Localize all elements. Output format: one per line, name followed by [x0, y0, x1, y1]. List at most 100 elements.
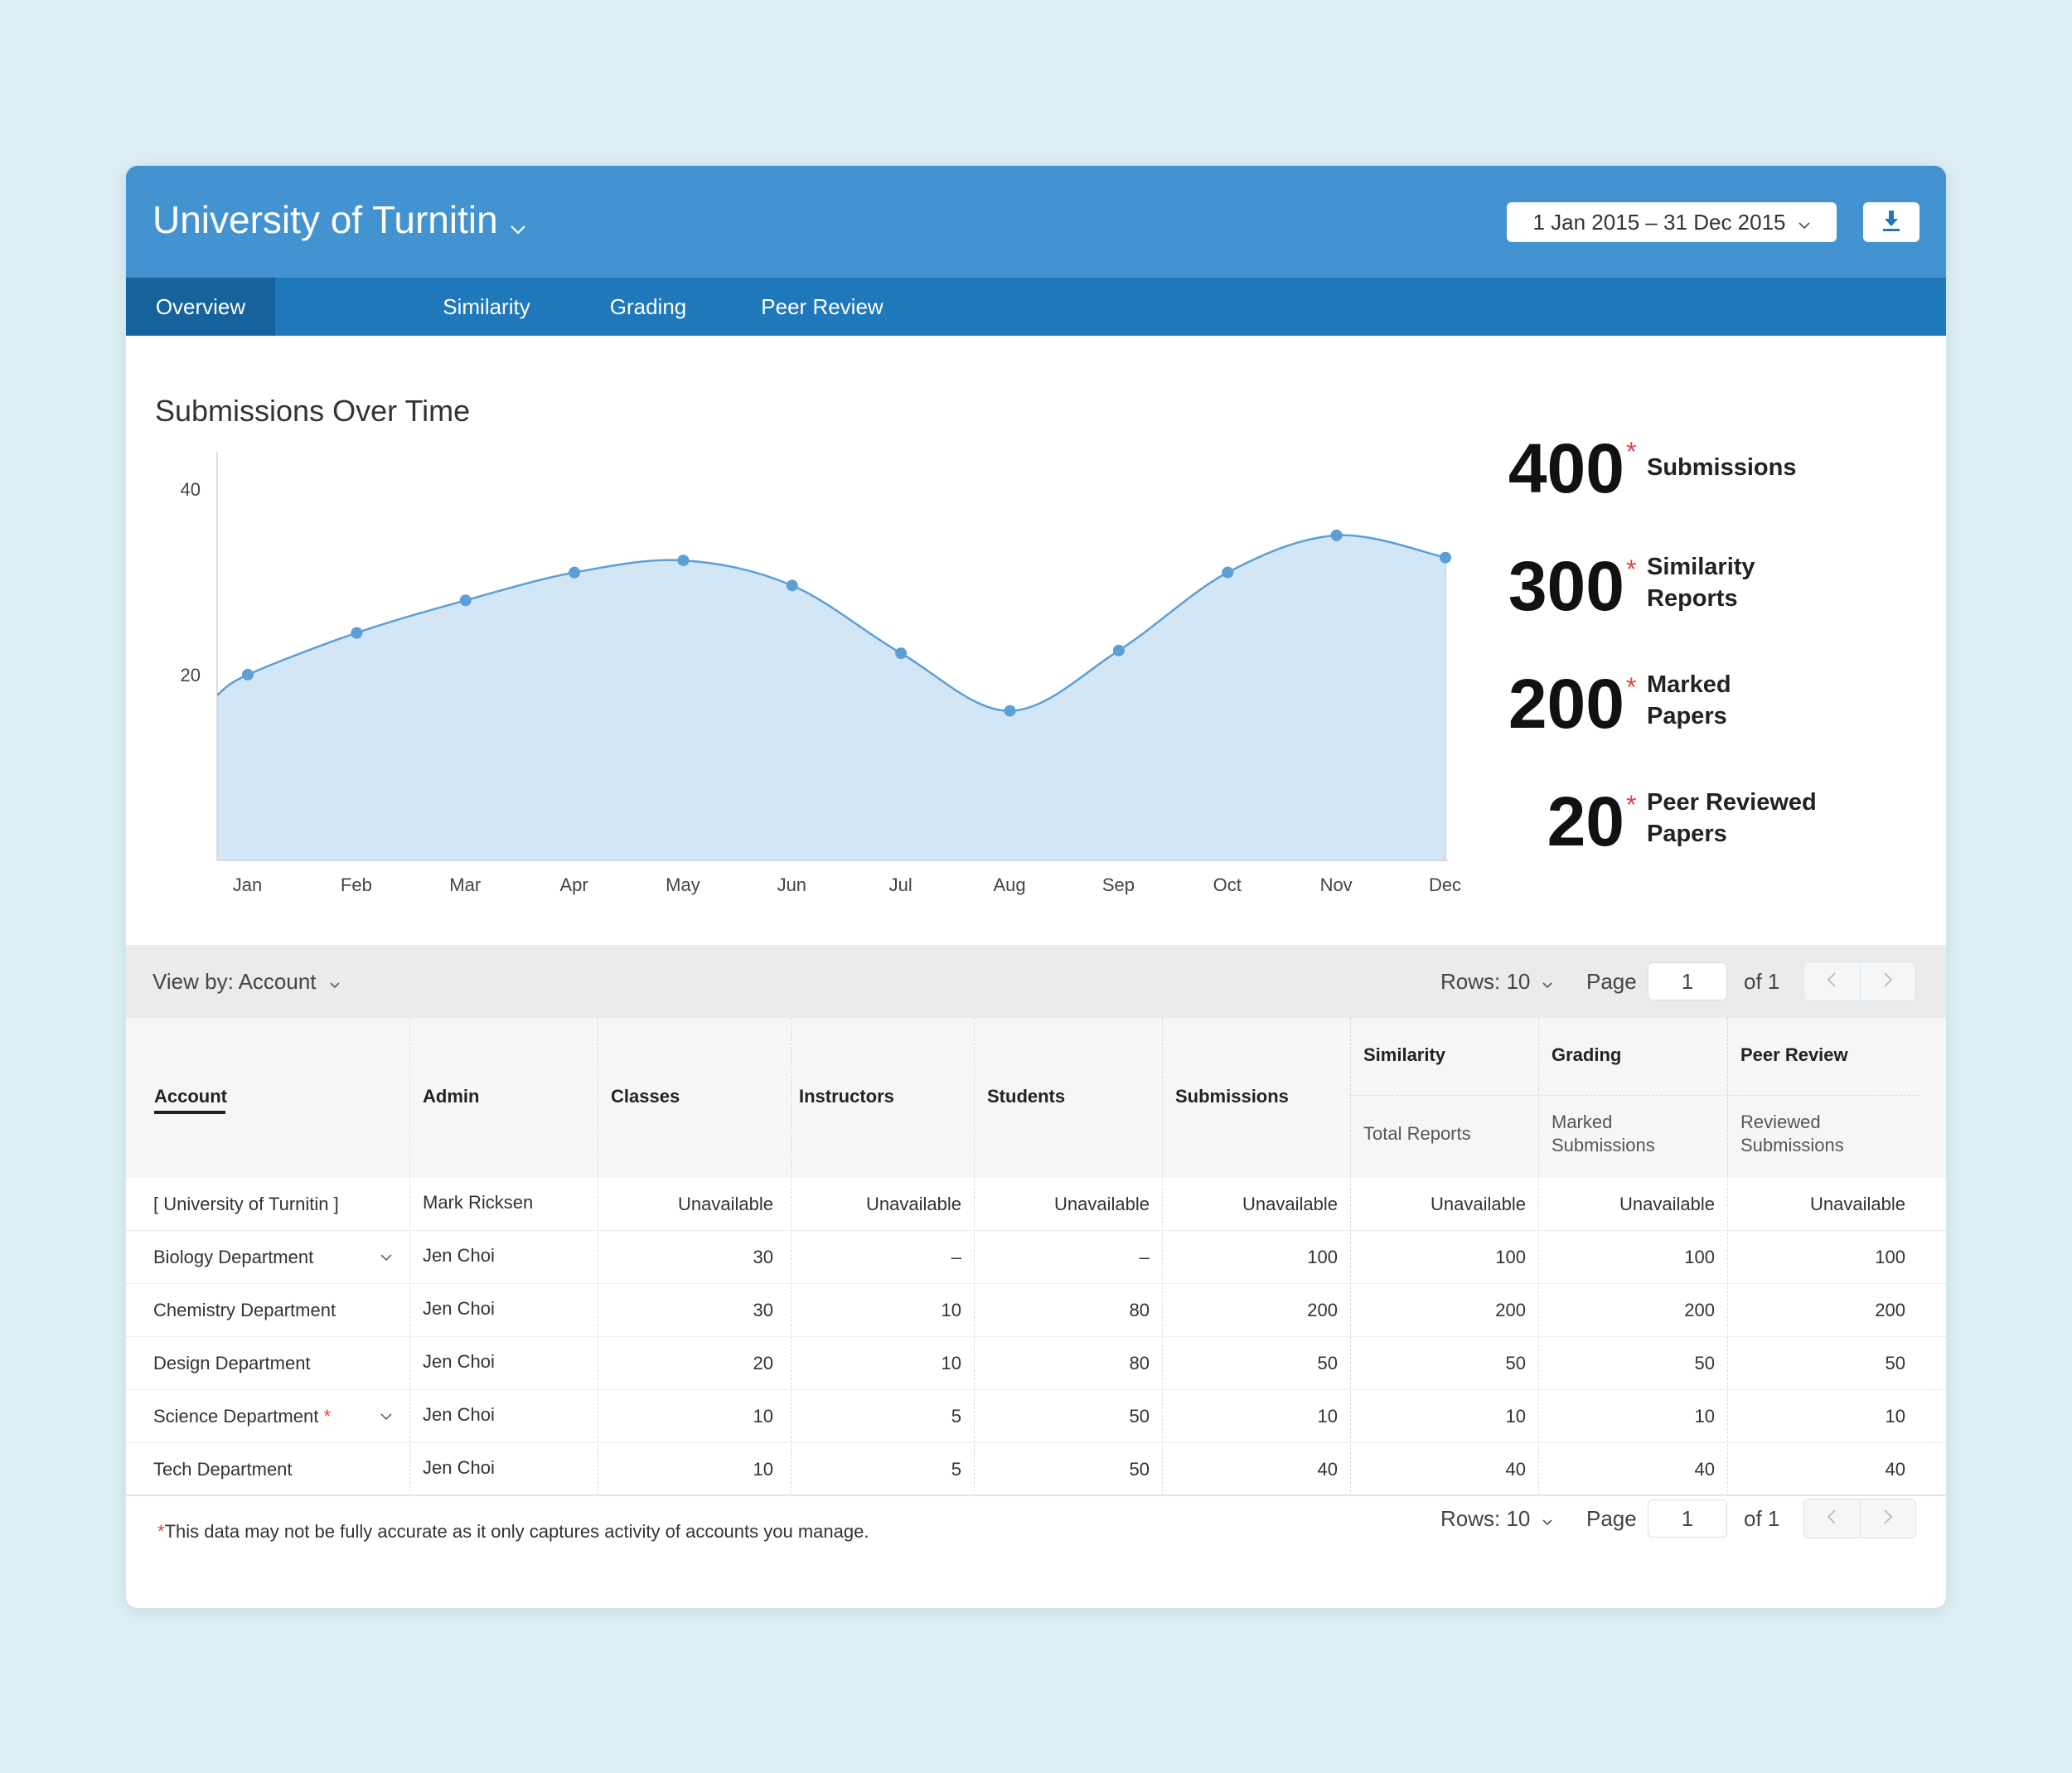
cell-admin: Jen Choi — [423, 1457, 495, 1478]
cell-similarity: Unavailable — [1431, 1194, 1526, 1214]
y-tick-label: 20 — [181, 665, 201, 685]
table-row[interactable]: Science Department * Jen Choi 10 5 50 10… — [126, 1390, 1946, 1443]
subheader-total-reports: Total Reports — [1363, 1123, 1471, 1144]
x-tick-label: Sep — [1102, 874, 1135, 895]
chart-point-nov — [1330, 529, 1343, 541]
chevron-left-icon — [1827, 1509, 1837, 1529]
table-row[interactable]: Design Department Jen Choi 20 10 80 50 5… — [126, 1337, 1946, 1390]
page-number-input-bottom[interactable] — [1648, 1499, 1727, 1538]
cell-instructors: 10 — [941, 1353, 961, 1373]
cell-admin: Jen Choi — [423, 1298, 495, 1319]
download-button[interactable] — [1863, 202, 1920, 242]
view-by-selector[interactable]: View by: Account — [152, 945, 341, 1018]
cell-similarity: 10 — [1505, 1406, 1526, 1427]
page-label: Page — [1586, 969, 1637, 994]
page-number-input[interactable] — [1648, 962, 1727, 1000]
chevron-right-icon — [1883, 1509, 1893, 1529]
rows-per-page-selector-bottom[interactable]: Rows: 10 — [1440, 1499, 1553, 1538]
cell-similarity: 40 — [1505, 1459, 1526, 1480]
x-tick-label: Apr — [559, 874, 588, 895]
table-row[interactable]: Tech Department Jen Choi 10 5 50 40 40 4… — [126, 1443, 1946, 1496]
next-page-button[interactable] — [1859, 1499, 1916, 1538]
cell-admin: Jen Choi — [423, 1245, 495, 1266]
stat-asterisk: * — [1626, 437, 1637, 467]
submissions-chart: Jan Feb Mar Apr May Jun Jul Aug Sep Oct Nov Dec 20 40 — [181, 452, 1461, 895]
account-name: Biology Department — [153, 1247, 314, 1267]
cell-instructors: 10 — [941, 1300, 961, 1320]
expand-row-chevron-icon[interactable] — [380, 1410, 393, 1425]
stat-asterisk: * — [1626, 790, 1637, 820]
prev-page-button[interactable] — [1804, 1499, 1860, 1538]
y-tick-label: 40 — [181, 479, 201, 500]
column-header-submissions: Submissions — [1175, 1086, 1289, 1107]
cell-peer-review: Unavailable — [1810, 1194, 1905, 1214]
rows-label: Rows: 10 — [1440, 1506, 1531, 1531]
column-divider — [974, 1018, 975, 1496]
chart-point-jan — [242, 668, 254, 681]
next-page-button[interactable] — [1859, 962, 1916, 1000]
stat-asterisk: * — [1626, 672, 1637, 702]
header-bar: University of Turnitin 1 Jan 2015 – 31 D… — [126, 166, 1946, 278]
tab-overview[interactable]: Overview — [126, 278, 275, 336]
account-name: Chemistry Department — [153, 1300, 336, 1320]
column-header-account[interactable]: Account — [154, 1086, 227, 1107]
cell-peer-review: 40 — [1885, 1459, 1905, 1480]
cell-submissions: Unavailable — [1242, 1194, 1338, 1214]
tab-similarity[interactable]: Similarity — [443, 294, 530, 319]
org-selector[interactable]: University of Turnitin — [152, 196, 526, 244]
cell-account: Science Department * — [153, 1390, 331, 1443]
table-row[interactable]: Chemistry Department Jen Choi 30 10 80 2… — [126, 1284, 1946, 1337]
dashboard-card: University of Turnitin 1 Jan 2015 – 31 D… — [126, 166, 1946, 1608]
x-tick-label: Nov — [1320, 874, 1353, 895]
column-divider — [1538, 1018, 1539, 1496]
cell-account: Design Department — [153, 1337, 311, 1390]
cell-similarity: 200 — [1495, 1300, 1526, 1320]
page-count-label: of 1 — [1744, 969, 1780, 994]
cell-students: Unavailable — [1054, 1194, 1150, 1214]
subheader-reviewed-submissions: Reviewed Submissions — [1740, 1112, 1844, 1155]
column-divider — [791, 1018, 792, 1496]
cell-instructors: Unavailable — [866, 1194, 961, 1214]
date-range-selector[interactable]: 1 Jan 2015 – 31 Dec 2015 — [1507, 202, 1837, 242]
prev-page-button[interactable] — [1804, 962, 1860, 1000]
stat-marked-papers: 200 * Marked Papers — [1508, 662, 1916, 745]
table-row[interactable]: Biology Department Jen Choi 30 – – 100 1… — [126, 1231, 1946, 1284]
column-divider — [1350, 1018, 1351, 1496]
cell-students: 80 — [1129, 1353, 1150, 1373]
page-count-label-bottom: of 1 — [1744, 1506, 1780, 1531]
x-tick-label: May — [666, 874, 700, 895]
tab-grading[interactable]: Grading — [609, 294, 687, 319]
cell-submissions: 100 — [1307, 1247, 1338, 1267]
expand-row-chevron-icon[interactable] — [380, 1251, 393, 1266]
chart-point-aug — [1004, 705, 1016, 717]
chart-point-jul — [895, 647, 908, 660]
account-name: Design Department — [153, 1353, 311, 1373]
footnote: *This data may not be fully accurate as … — [157, 1521, 869, 1543]
cell-submissions: 50 — [1317, 1353, 1338, 1373]
column-divider — [409, 1018, 410, 1496]
page-label-bottom: Page — [1586, 1506, 1637, 1531]
tab-peer-review[interactable]: Peer Review — [761, 294, 884, 319]
x-tick-label: Aug — [993, 874, 1025, 895]
x-tick-label: Jul — [889, 874, 913, 895]
cell-students: – — [1139, 1247, 1150, 1267]
sort-indicator — [154, 1111, 225, 1114]
column-header-peer-review: Peer Review — [1740, 1044, 1848, 1065]
footnote-text: This data may not be fully accurate as i… — [164, 1521, 869, 1542]
cell-classes: Unavailable — [678, 1194, 773, 1214]
cell-students: 80 — [1129, 1300, 1150, 1320]
column-header-students: Students — [987, 1086, 1066, 1107]
stat-label: Similarity Reports — [1647, 551, 1755, 614]
x-tick-label: Dec — [1429, 874, 1461, 895]
chart-point-oct — [1222, 566, 1234, 579]
chevron-right-icon — [1883, 971, 1893, 992]
rows-per-page-selector[interactable]: Rows: 10 — [1440, 962, 1553, 1001]
stat-value: 400 — [1508, 429, 1624, 507]
chart-point-mar — [459, 594, 472, 607]
chevron-down-icon — [1798, 210, 1811, 235]
table-row[interactable]: [ University of Turnitin ] Mark Ricksen … — [126, 1178, 1946, 1231]
table-toolbar: View by: Account Rows: 10 Page of 1 — [126, 945, 1946, 1018]
cell-submissions: 200 — [1307, 1300, 1338, 1320]
stat-submissions: 400 * Submissions — [1508, 427, 1916, 510]
chart-point-feb — [351, 627, 363, 639]
